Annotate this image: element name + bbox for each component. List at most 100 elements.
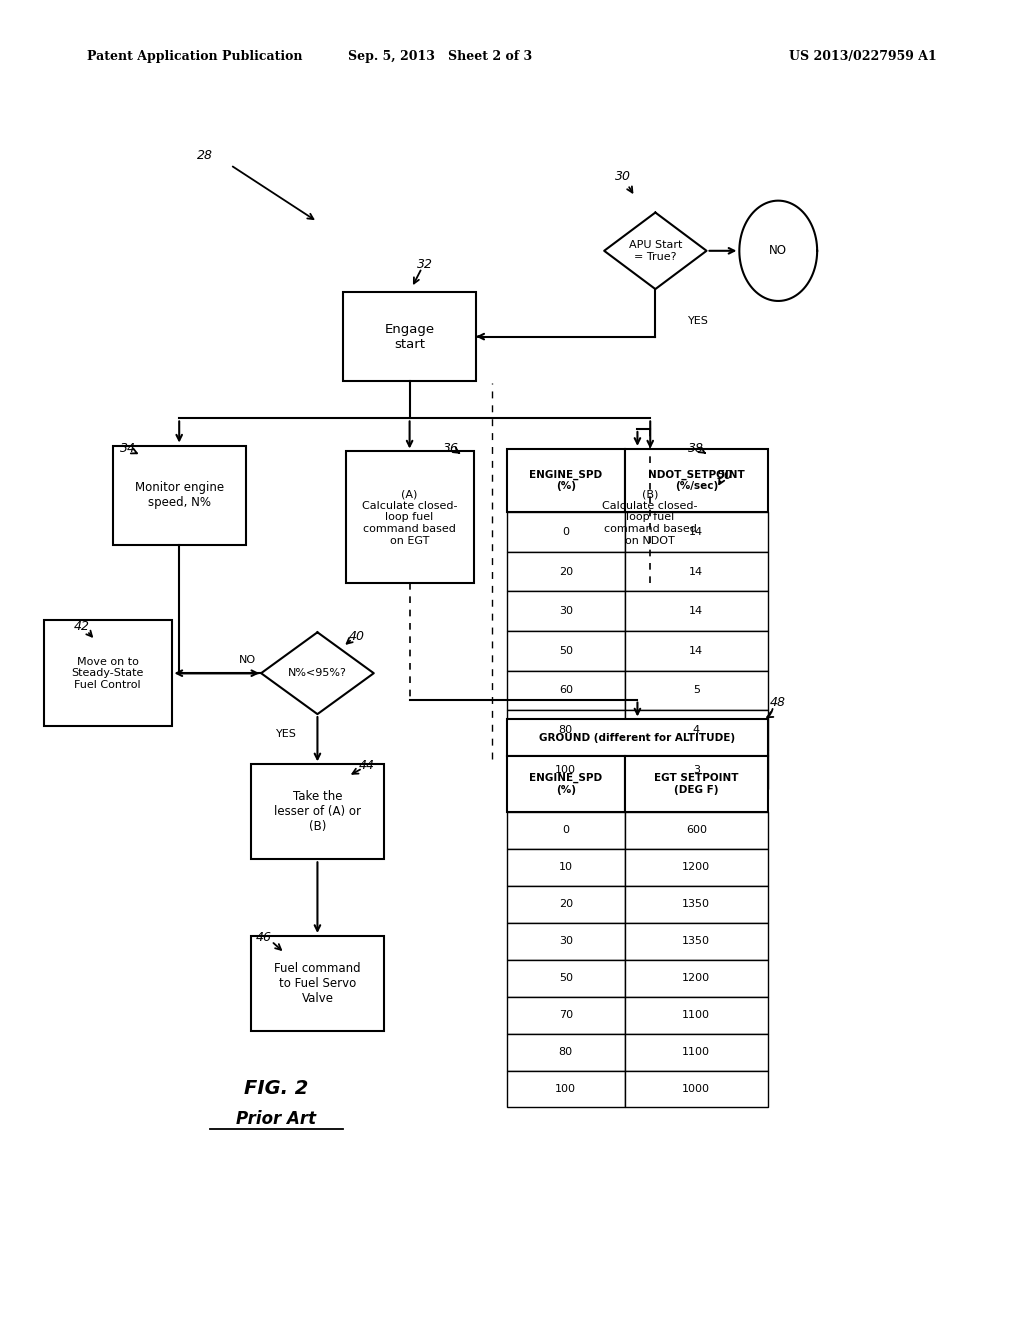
Text: GROUND (different for ALTITUDE): GROUND (different for ALTITUDE): [540, 733, 735, 743]
Bar: [113, 446, 246, 544]
Bar: [625, 997, 768, 1034]
Text: Take the
lesser of (A) or
(B): Take the lesser of (A) or (B): [274, 791, 360, 833]
Text: 32: 32: [417, 257, 433, 271]
Text: 38: 38: [688, 442, 705, 455]
Text: 80: 80: [559, 1047, 572, 1057]
Text: 50: 50: [559, 645, 572, 656]
Text: 80: 80: [559, 725, 572, 735]
Text: NO: NO: [769, 244, 787, 257]
Bar: [625, 750, 768, 789]
Bar: [507, 750, 625, 789]
Text: 4: 4: [693, 725, 699, 735]
Text: FIG. 2: FIG. 2: [245, 1080, 308, 1098]
Text: 100: 100: [555, 1084, 577, 1094]
Text: 50: 50: [559, 973, 572, 983]
Text: 1100: 1100: [682, 1047, 711, 1057]
Text: 30: 30: [559, 936, 572, 946]
Bar: [507, 512, 625, 552]
Text: 1200: 1200: [682, 862, 711, 873]
Bar: [507, 631, 625, 671]
Bar: [251, 936, 384, 1031]
Text: Engage
start: Engage start: [385, 322, 434, 351]
Bar: [251, 764, 384, 859]
Text: 20: 20: [559, 566, 572, 577]
Text: 0: 0: [562, 825, 569, 836]
Bar: [507, 812, 625, 849]
Bar: [625, 710, 768, 750]
Text: 70: 70: [559, 1010, 572, 1020]
Polygon shape: [604, 213, 707, 289]
Bar: [625, 1071, 768, 1107]
Text: NO: NO: [240, 655, 256, 665]
Bar: [507, 960, 625, 997]
Text: 60: 60: [559, 685, 572, 696]
Text: 1350: 1350: [682, 936, 711, 946]
Text: US 2013/0227959 A1: US 2013/0227959 A1: [790, 50, 937, 63]
Text: N%<95%?: N%<95%?: [288, 668, 347, 678]
Bar: [507, 449, 625, 512]
Bar: [507, 923, 625, 960]
Text: 50: 50: [717, 469, 733, 482]
Text: 28: 28: [197, 149, 213, 162]
Bar: [346, 451, 473, 583]
Text: 5: 5: [693, 685, 699, 696]
Text: 14: 14: [689, 566, 703, 577]
Text: Prior Art: Prior Art: [237, 1110, 316, 1129]
Text: 30: 30: [614, 170, 631, 183]
Text: Patent Application Publication: Patent Application Publication: [87, 50, 302, 63]
Bar: [625, 1034, 768, 1071]
Text: 1000: 1000: [682, 1084, 711, 1094]
Text: Sep. 5, 2013   Sheet 2 of 3: Sep. 5, 2013 Sheet 2 of 3: [348, 50, 532, 63]
Bar: [625, 923, 768, 960]
Text: 44: 44: [358, 759, 375, 772]
Bar: [625, 552, 768, 591]
Bar: [507, 849, 625, 886]
Bar: [625, 756, 768, 812]
Text: 14: 14: [689, 527, 703, 537]
Polygon shape: [261, 632, 374, 714]
Bar: [507, 591, 625, 631]
Bar: [507, 719, 768, 756]
Text: 3: 3: [693, 764, 699, 775]
Text: Move on to
Steady-State
Fuel Control: Move on to Steady-State Fuel Control: [72, 656, 143, 690]
Text: 30: 30: [559, 606, 572, 616]
Text: 14: 14: [689, 606, 703, 616]
Bar: [43, 620, 171, 726]
Text: 48: 48: [770, 696, 786, 709]
Text: 34: 34: [120, 442, 136, 455]
Bar: [507, 671, 625, 710]
Text: 36: 36: [442, 442, 459, 455]
Text: APU Start
= True?: APU Start = True?: [629, 240, 682, 261]
Bar: [507, 552, 625, 591]
Text: 46: 46: [256, 931, 272, 944]
Text: 1350: 1350: [682, 899, 711, 909]
Bar: [625, 671, 768, 710]
Bar: [625, 960, 768, 997]
Polygon shape: [739, 201, 817, 301]
Bar: [507, 710, 625, 750]
Text: 42: 42: [74, 620, 90, 634]
Text: 40: 40: [348, 630, 365, 643]
Text: NDOT_SETPOINT
(%/sec): NDOT_SETPOINT (%/sec): [648, 470, 744, 491]
Text: Fuel command
to Fuel Servo
Valve: Fuel command to Fuel Servo Valve: [274, 962, 360, 1005]
Text: 14: 14: [689, 645, 703, 656]
Text: (A)
Calculate closed-
loop fuel
command based
on EGT: (A) Calculate closed- loop fuel command …: [361, 490, 458, 545]
Text: 10: 10: [559, 862, 572, 873]
Text: EGT SETPOINT
(DEG F): EGT SETPOINT (DEG F): [654, 774, 738, 795]
Text: ENGINE_SPD
(%): ENGINE_SPD (%): [529, 774, 602, 795]
Bar: [507, 1071, 625, 1107]
Bar: [625, 849, 768, 886]
Bar: [625, 449, 768, 512]
Bar: [625, 886, 768, 923]
Text: YES: YES: [688, 315, 710, 326]
Text: (B)
Calculate closed-
loop fuel
command based
on NDOT: (B) Calculate closed- loop fuel command …: [602, 490, 698, 545]
Text: 100: 100: [555, 764, 577, 775]
Text: 1200: 1200: [682, 973, 711, 983]
Bar: [507, 1034, 625, 1071]
Text: 600: 600: [686, 825, 707, 836]
Bar: [507, 886, 625, 923]
Bar: [625, 591, 768, 631]
Bar: [625, 631, 768, 671]
Bar: [586, 451, 715, 583]
Bar: [625, 812, 768, 849]
